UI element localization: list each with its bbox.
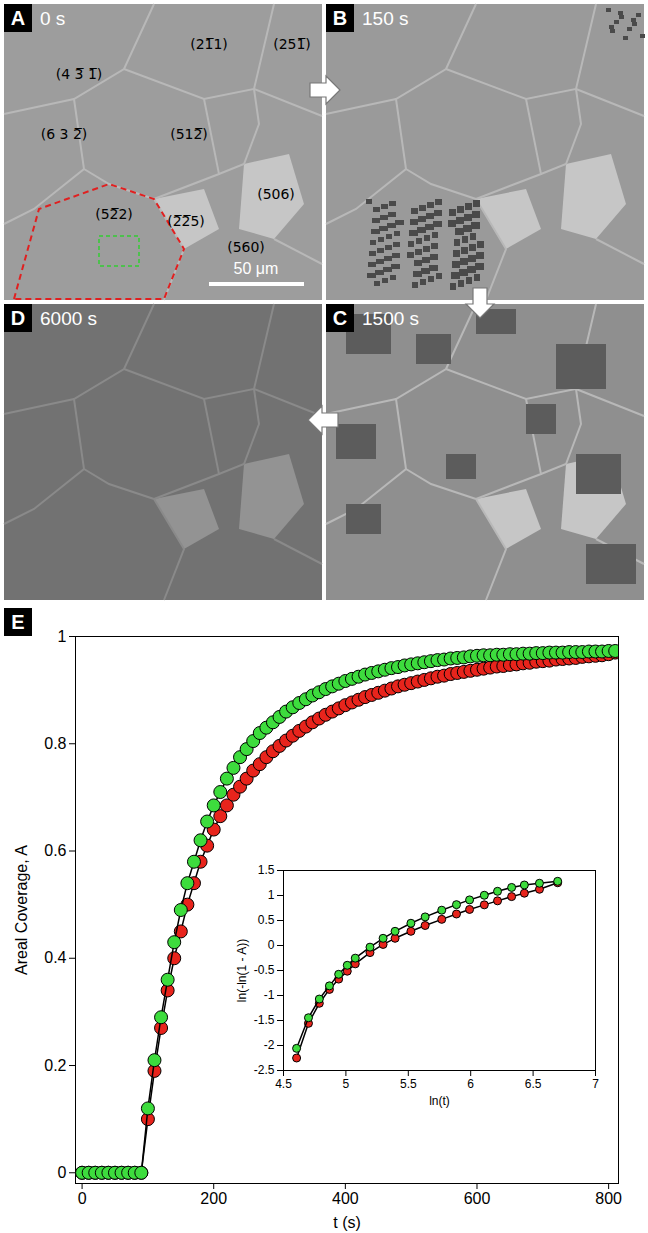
svg-text:-2.5: -2.5 xyxy=(254,1063,275,1077)
svg-text:4.5: 4.5 xyxy=(275,1077,292,1091)
svg-text:0.8: 0.8 xyxy=(44,735,66,752)
svg-text:ln(t): ln(t) xyxy=(429,1094,450,1108)
svg-text:Areal Coverage, A: Areal Coverage, A xyxy=(13,845,30,975)
svg-text:(2̅2̅5): (2̅2̅5) xyxy=(167,213,205,229)
svg-text:-1.5: -1.5 xyxy=(254,1013,275,1027)
svg-text:400: 400 xyxy=(332,1190,359,1207)
svg-text:0: 0 xyxy=(58,1164,67,1181)
svg-text:-2: -2 xyxy=(264,1038,275,1052)
svg-text:D: D xyxy=(11,307,25,329)
svg-text:1: 1 xyxy=(58,628,67,645)
svg-text:0: 0 xyxy=(268,938,275,952)
svg-text:ln(-ln(1 - A)): ln(-ln(1 - A)) xyxy=(235,939,249,1002)
svg-text:200: 200 xyxy=(200,1190,227,1207)
svg-text:(52̅2): (52̅2) xyxy=(95,206,133,222)
svg-text:(251̅): (251̅) xyxy=(273,36,311,52)
svg-text:1500 s: 1500 s xyxy=(362,308,419,329)
svg-text:6: 6 xyxy=(467,1077,474,1091)
svg-text:1: 1 xyxy=(268,888,275,902)
svg-text:150 s: 150 s xyxy=(362,8,408,29)
svg-text:C: C xyxy=(333,307,347,329)
svg-text:6.5: 6.5 xyxy=(525,1077,542,1091)
svg-text:t (s): t (s) xyxy=(333,1214,361,1231)
svg-text:(506): (506) xyxy=(257,186,295,202)
svg-text:0: 0 xyxy=(78,1190,87,1207)
svg-text:7: 7 xyxy=(592,1077,599,1091)
svg-text:-1: -1 xyxy=(264,988,275,1002)
svg-text:0 s: 0 s xyxy=(40,8,65,29)
svg-text:6000 s: 6000 s xyxy=(40,308,97,329)
svg-text:B: B xyxy=(333,7,347,29)
svg-text:-0.5: -0.5 xyxy=(254,963,275,977)
svg-text:0.2: 0.2 xyxy=(44,1057,66,1074)
svg-text:5: 5 xyxy=(343,1077,350,1091)
svg-text:800: 800 xyxy=(595,1190,622,1207)
svg-text:(4 3̅ 1̅): (4 3̅ 1̅) xyxy=(56,66,103,82)
svg-text:(21̅1): (21̅1) xyxy=(190,36,228,52)
svg-text:(512̅): (512̅) xyxy=(170,126,208,142)
svg-text:50 μm: 50 μm xyxy=(234,260,279,277)
svg-text:A: A xyxy=(11,7,25,29)
svg-text:(6 3 2̅): (6 3 2̅) xyxy=(41,126,88,142)
svg-text:5.5: 5.5 xyxy=(400,1077,417,1091)
svg-text:600: 600 xyxy=(464,1190,491,1207)
svg-text:(560): (560) xyxy=(227,239,265,255)
svg-text:1.5: 1.5 xyxy=(258,863,275,877)
svg-text:0.5: 0.5 xyxy=(258,913,275,927)
html-text:E: E xyxy=(11,611,25,633)
svg-text:0.4: 0.4 xyxy=(44,949,66,966)
svg-text:0.6: 0.6 xyxy=(44,842,66,859)
